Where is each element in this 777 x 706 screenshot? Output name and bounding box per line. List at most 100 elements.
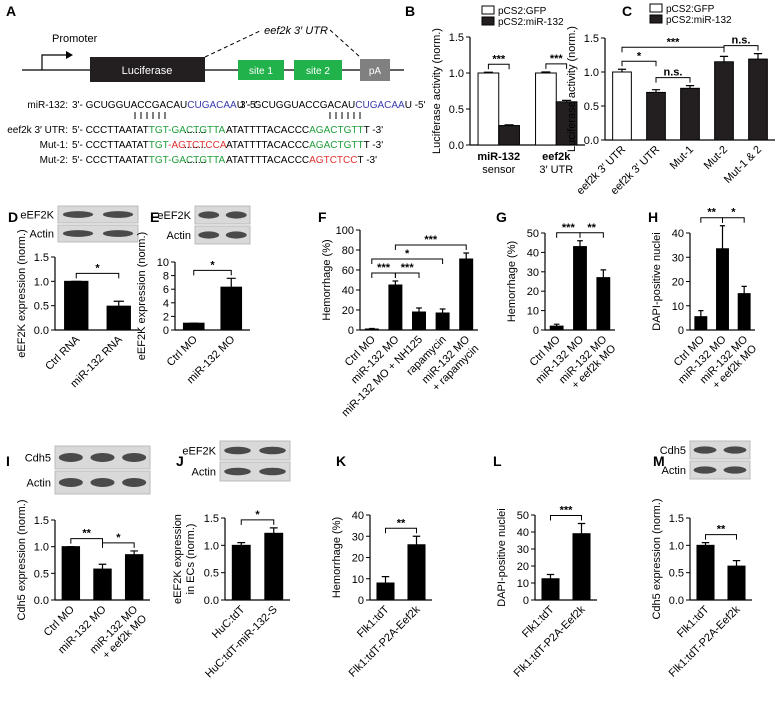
y-tick-label: 0.0 (449, 140, 464, 152)
bar (264, 532, 284, 601)
significance-label: *** (377, 262, 391, 274)
sequence-segment: TGT-GACTGTTA (149, 155, 226, 166)
blot-label: Cdh5 (660, 445, 686, 457)
y-tick-label: 8 (163, 271, 169, 283)
significance-bracket (394, 272, 420, 278)
significance-bracket (487, 63, 510, 70)
y-axis-label: eEF2K expression (norm.) (136, 232, 148, 360)
sequence-segment: ATATTTTACACCC (226, 155, 309, 166)
sequence-segment: -AGTCTCCA (168, 140, 227, 151)
y-tick-label: 1.0 (584, 67, 599, 79)
bar (182, 322, 205, 331)
promoter-arrow (41, 54, 66, 70)
legend-swatch (481, 16, 495, 26)
blot-band (198, 211, 220, 219)
panel-letter: G (496, 209, 507, 225)
x-tick-label: Mut-1 & 2 (722, 144, 764, 186)
error-bar (541, 71, 551, 73)
y-tick-label: 40 (352, 510, 364, 522)
bar (680, 87, 700, 141)
bar (412, 311, 426, 331)
bar (737, 293, 751, 331)
legend-swatch (649, 3, 663, 13)
y-tick-label: 1.0 (449, 68, 464, 80)
error-bar (685, 85, 695, 89)
y-tick-label: 6 (163, 284, 169, 296)
blot-band (224, 467, 251, 476)
y-tick-label: 0 (533, 325, 539, 337)
sequence-gap: ........ (184, 140, 206, 151)
bar (407, 544, 426, 601)
bar (748, 58, 768, 141)
y-tick-label: 4 (163, 298, 169, 310)
sequence: 3'- GCUGGUACCGACAUCUGACAAU -5' (240, 100, 426, 111)
pa-label: pA (369, 66, 382, 77)
blot-band (198, 231, 220, 239)
blot-band (62, 211, 94, 218)
blot-label: eEF2K (20, 210, 54, 222)
legend-label: pCS2:GFP (666, 4, 715, 15)
y-tick-label: 0.5 (34, 568, 49, 580)
sequence-segment: TGT (149, 140, 169, 151)
error-bar (368, 327, 375, 330)
bar (716, 248, 729, 331)
bar (106, 305, 131, 331)
sequence: 5'- CCCTTAATATTGT-GACTGTTA (72, 155, 226, 166)
panel-letter: H (648, 209, 658, 225)
bar (435, 312, 450, 331)
blot-label: Actin (192, 467, 216, 479)
bar (231, 544, 251, 601)
error-bar (113, 300, 124, 307)
bar (714, 61, 734, 141)
error-bar (226, 277, 236, 288)
bar (541, 578, 560, 601)
sequence-segment: AGTCTCC (309, 155, 357, 166)
sequence-segment: 3'- GCUGGUACCGACAU (72, 100, 187, 111)
sequence-label: eef2k 3′ UTR: (7, 125, 68, 136)
sequence-segment: AGACTGTT (309, 125, 363, 136)
y-tick-label: 0 (523, 595, 529, 607)
bar (459, 258, 474, 331)
panel-letter: K (336, 453, 346, 469)
bar (535, 72, 557, 146)
x-tick-label: Mut-1 (668, 144, 696, 172)
x-tick-label: miR-132 (477, 151, 520, 163)
y-tick-label: 0.5 (669, 568, 684, 580)
sequence-segment: 5'- CCCTTAATAT (72, 125, 149, 136)
blot-strip (689, 460, 751, 480)
legend-label: pCS2:miR-132 (666, 15, 732, 26)
significance-bracket (545, 63, 568, 69)
site-box (294, 60, 342, 80)
panel-letter: D (8, 209, 18, 225)
blot-strip (219, 440, 291, 461)
significance-label: *** (424, 234, 438, 246)
significance-bracket (722, 217, 745, 223)
y-tick-label: 1.0 (204, 540, 219, 552)
y-axis-label: DAPI-positive nuclei (651, 232, 663, 330)
significance-label: *** (562, 222, 576, 234)
error-bar (381, 576, 390, 583)
y-tick-label: 1.5 (34, 252, 49, 264)
y-tick-label: 0.0 (34, 325, 49, 337)
promoter-arrowhead (66, 51, 73, 59)
y-tick-label: 1.0 (669, 540, 684, 552)
significance-bracket (655, 77, 691, 83)
y-tick-label: 1.5 (449, 32, 464, 44)
significance-bracket (70, 538, 103, 544)
significance-label: ** (707, 207, 716, 219)
error-bar (439, 308, 446, 313)
y-tick-label: 0.0 (34, 595, 49, 607)
sequence: 5'- CCCTTAATATTGT-AGTCTCCA (72, 140, 227, 151)
error-bar (701, 542, 710, 546)
y-tick-label: 1.0 (34, 276, 49, 288)
site-label: site 2 (306, 66, 330, 77)
y-axis-label: Cdh5 expression (norm.) (16, 499, 28, 620)
significance-label: * (95, 262, 100, 274)
error-bar (617, 68, 627, 72)
error-bar (719, 55, 729, 62)
y-tick-label: 50 (527, 228, 539, 240)
significance-label: * (255, 509, 260, 521)
bar (388, 284, 403, 331)
error-bar (600, 269, 607, 278)
significance-label: * (731, 207, 736, 219)
